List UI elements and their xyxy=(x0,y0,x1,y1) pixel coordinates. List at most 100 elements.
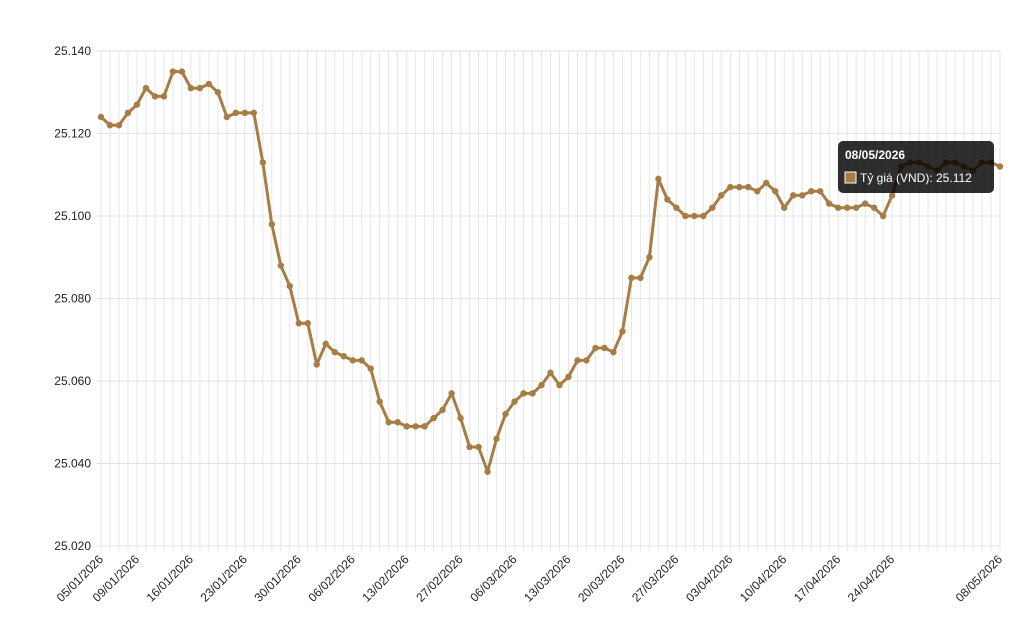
point xyxy=(709,204,716,211)
point xyxy=(484,468,491,475)
x-tick-label: 06/02/2026 xyxy=(305,552,358,605)
point xyxy=(97,113,105,121)
y-tick-label: 25.100 xyxy=(54,209,91,223)
y-tick-label: 25.020 xyxy=(54,539,91,553)
point xyxy=(754,188,761,195)
y-tick-label: 25.060 xyxy=(54,374,91,388)
x-tick-label: 16/01/2026 xyxy=(144,552,197,605)
point xyxy=(277,262,284,269)
point xyxy=(799,192,806,199)
point xyxy=(601,344,608,352)
point xyxy=(439,406,446,414)
point xyxy=(286,282,293,290)
point xyxy=(187,84,195,92)
tooltip: 08/05/2026 Tỷ giá (VND): 25.112 xyxy=(838,141,994,193)
point xyxy=(322,340,329,348)
x-tick-label: 13/02/2026 xyxy=(359,552,412,605)
point xyxy=(646,254,653,261)
point xyxy=(825,200,833,207)
point xyxy=(124,109,132,117)
point xyxy=(772,188,779,195)
point xyxy=(142,84,150,92)
point xyxy=(763,179,770,187)
point xyxy=(493,435,500,442)
point xyxy=(331,348,338,356)
point xyxy=(403,423,410,430)
x-tick-label: 27/03/2026 xyxy=(629,552,682,605)
x-tick-label: 24/04/2026 xyxy=(845,552,898,605)
point xyxy=(223,113,231,121)
y-tick-label: 25.080 xyxy=(54,292,91,306)
point xyxy=(538,381,545,389)
point xyxy=(457,414,464,422)
x-tick-label: 20/03/2026 xyxy=(575,552,628,605)
point xyxy=(736,183,743,191)
point xyxy=(178,68,186,75)
point xyxy=(295,320,302,327)
point xyxy=(682,212,689,220)
point xyxy=(727,183,734,191)
point xyxy=(547,369,554,376)
point xyxy=(205,80,213,88)
point xyxy=(268,221,276,228)
grid: 25.020 25.040 25.060 25.080 25.100 25.120 25.1… xyxy=(54,44,1006,605)
point xyxy=(313,361,320,368)
point xyxy=(358,357,365,364)
point xyxy=(565,373,572,381)
point xyxy=(412,423,419,430)
point xyxy=(511,398,518,405)
point xyxy=(133,101,141,108)
point xyxy=(385,419,392,426)
x-tick-label: 23/01/2026 xyxy=(198,552,251,605)
point xyxy=(169,68,177,75)
point xyxy=(259,159,267,166)
point xyxy=(745,183,752,191)
point xyxy=(502,410,509,418)
point xyxy=(250,109,258,117)
point xyxy=(241,109,249,117)
x-tick-label: 27/02/2026 xyxy=(413,552,466,605)
point xyxy=(304,320,311,327)
point xyxy=(888,192,896,199)
x-tick-label: 13/03/2026 xyxy=(521,552,574,605)
point xyxy=(664,196,671,203)
point xyxy=(430,414,437,422)
point xyxy=(115,122,123,129)
point xyxy=(628,274,635,282)
point xyxy=(376,398,383,405)
point xyxy=(583,357,590,364)
point xyxy=(232,109,240,117)
x-tick-label: 06/03/2026 xyxy=(467,552,520,605)
point xyxy=(808,188,815,195)
point xyxy=(340,353,347,360)
point xyxy=(781,204,788,211)
x-tick-label: 03/04/2026 xyxy=(683,552,736,605)
x-tick-label: 08/05/2026 xyxy=(953,552,1006,605)
point xyxy=(421,423,428,430)
point xyxy=(574,357,581,364)
point xyxy=(790,192,797,199)
y-tick-label: 25.040 xyxy=(54,457,91,471)
point xyxy=(843,204,851,211)
point xyxy=(879,212,887,220)
point xyxy=(861,200,869,207)
tooltip-box xyxy=(838,141,994,193)
point xyxy=(718,192,725,199)
point xyxy=(349,357,356,364)
point xyxy=(619,328,626,335)
point xyxy=(196,84,204,92)
point xyxy=(529,390,536,397)
point xyxy=(151,93,159,100)
point xyxy=(214,89,222,96)
tooltip-title: 08/05/2026 xyxy=(845,148,905,162)
point xyxy=(655,175,662,183)
point xyxy=(160,93,168,100)
point xyxy=(106,122,114,129)
point xyxy=(817,188,824,195)
x-tick-label: 10/04/2026 xyxy=(737,552,790,605)
tooltip-swatch xyxy=(844,171,857,184)
y-tick-label: 25.140 xyxy=(54,44,91,58)
point xyxy=(448,390,455,397)
point xyxy=(700,212,707,220)
